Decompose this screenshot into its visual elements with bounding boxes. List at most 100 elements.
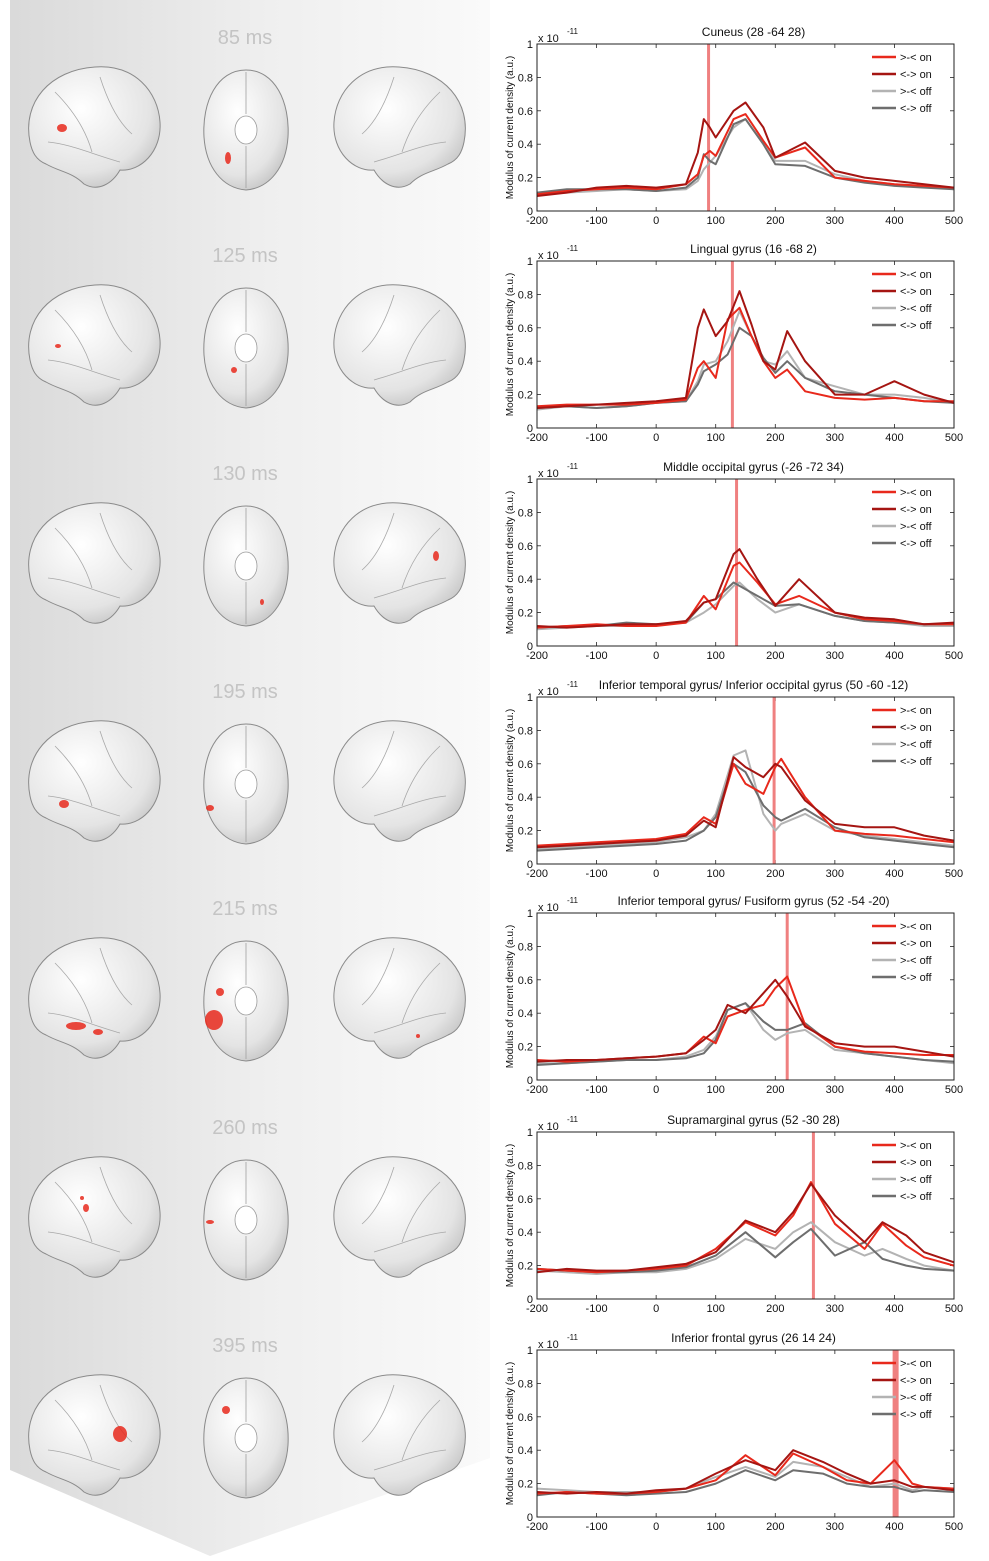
legend-label: >-< on [900, 921, 932, 933]
plot-frame [536, 912, 955, 1081]
series-line [536, 548, 955, 629]
x-tick-label: 300 [826, 868, 844, 880]
plot-frame [536, 1131, 955, 1300]
legend-label: <-> off [900, 538, 933, 550]
x-tick-label: 0 [653, 868, 659, 880]
brain-left-lateral [28, 1374, 161, 1496]
x-tick-label: 500 [945, 215, 963, 227]
brain-right-lateral [333, 1156, 466, 1278]
series-line [536, 1182, 955, 1274]
brain-maps-svg: 85 ms 125 ms 130 ms 195 ms 215 ms 260 ms 395 m… [0, 0, 490, 1556]
x-tick-label: 100 [707, 215, 725, 227]
x-tick-label: 0 [653, 650, 659, 662]
y-tick-label: 0 [527, 206, 533, 218]
scale-exponent: -11 [567, 462, 579, 471]
charts-panel: Cuneus (28 -64 28) x 10 -11 Modulus of curr… [480, 0, 989, 1556]
latency-label: 85 ms [218, 27, 272, 49]
x-tick-label: 300 [826, 432, 844, 444]
x-tick-label: -200 [526, 1303, 548, 1315]
chart: Inferior temporal gyrus/ Inferior occipi… [505, 678, 963, 880]
plot-frame [536, 260, 955, 429]
x-tick-label: 200 [766, 1084, 784, 1096]
series-line [536, 1460, 955, 1493]
series-line [536, 1449, 955, 1495]
brain-right-lateral [333, 66, 466, 188]
y-tick-label: 0.2 [518, 1042, 533, 1054]
legend-label: >-< off [900, 739, 933, 751]
x-tick-label: -100 [586, 1303, 608, 1315]
brain-right-lateral [333, 720, 466, 842]
y-axis-label: Modulus of current density (a.u.) [505, 56, 516, 199]
y-axis-label: Modulus of current density (a.u.) [505, 1144, 516, 1287]
x-tick-label: 300 [826, 1084, 844, 1096]
chart: Cuneus (28 -64 28) x 10 -11 Modulus of curr… [505, 25, 963, 227]
series-line [536, 306, 954, 408]
activation-spot [260, 599, 264, 605]
activation-spot [93, 1029, 103, 1035]
series-line [536, 290, 955, 409]
brain-left-lateral [28, 937, 161, 1059]
legend-label: >-< off [900, 303, 933, 315]
brain-right-lateral [333, 502, 466, 624]
chart-title: Inferior temporal gyrus/ Inferior occipi… [599, 678, 908, 692]
y-tick-label: 0.6 [518, 323, 533, 335]
brain-row: 85 ms [28, 27, 466, 191]
y-tick-label: 0.2 [518, 173, 533, 185]
x-tick-label: 100 [707, 1084, 725, 1096]
x-tick-label: 300 [826, 650, 844, 662]
brain-left-lateral [28, 502, 161, 624]
brain-right-lateral [333, 937, 466, 1059]
x-tick-label: 400 [885, 432, 903, 444]
brain-ventral [203, 723, 289, 845]
x-tick-label: 500 [945, 1521, 963, 1533]
x-tick-label: 400 [885, 650, 903, 662]
latency-label: 130 ms [212, 463, 278, 485]
x-tick-label: 200 [766, 650, 784, 662]
x-tick-label: 100 [707, 1521, 725, 1533]
series-line [536, 978, 955, 1063]
scale-exponent: -11 [567, 27, 579, 36]
x-tick-label: 100 [707, 432, 725, 444]
y-tick-label: 0.4 [518, 792, 533, 804]
y-tick-label: 0 [527, 423, 533, 435]
y-tick-label: 0.6 [518, 1412, 533, 1424]
y-tick-label: 0.8 [518, 289, 533, 301]
legend-label: >-< on [900, 487, 932, 499]
brain-ventral [203, 287, 289, 409]
y-tick-label: 0 [527, 859, 533, 871]
x-tick-label: 400 [885, 1521, 903, 1533]
series-line [536, 1469, 955, 1497]
chart: Inferior temporal gyrus/ Fusiform gyrus … [505, 894, 963, 1096]
y-tick-label: 0.2 [518, 826, 533, 838]
legend-label: <-> off [900, 320, 933, 332]
y-tick-label: 1 [527, 692, 533, 704]
plot-frame [536, 478, 955, 647]
legend-label: >-< on [900, 1358, 932, 1370]
brain-row: 395 ms [28, 1335, 466, 1499]
scale-exponent: -11 [567, 896, 579, 905]
y-tick-label: 0.2 [518, 608, 533, 620]
x-tick-label: 200 [766, 215, 784, 227]
series-line [536, 101, 955, 197]
brain-maps-panel: 85 ms 125 ms 130 ms 195 ms 215 ms 260 ms 395 m… [0, 0, 490, 1556]
legend-label: <-> off [900, 1409, 933, 1421]
x-tick-label: -200 [526, 432, 548, 444]
y-axis-label: Modulus of current density (a.u.) [505, 273, 516, 416]
series-line [536, 581, 954, 629]
y-tick-label: 0 [527, 641, 533, 653]
brain-left-lateral [28, 1156, 161, 1278]
y-tick-label: 0.2 [518, 1479, 533, 1491]
activation-spot [206, 805, 214, 811]
scale-label: x 10 [538, 1339, 559, 1351]
y-axis-label: Modulus of current density (a.u.) [505, 925, 516, 1068]
x-tick-label: -100 [586, 215, 608, 227]
series-line [536, 762, 955, 852]
legend-label: >-< on [900, 1140, 932, 1152]
scale-label: x 10 [538, 1121, 559, 1133]
y-tick-label: 0.8 [518, 507, 533, 519]
series-line [536, 749, 955, 850]
y-tick-label: 0.8 [518, 725, 533, 737]
activation-spot [57, 124, 67, 132]
legend-label: >-< on [900, 705, 932, 717]
y-tick-label: 0.6 [518, 975, 533, 987]
